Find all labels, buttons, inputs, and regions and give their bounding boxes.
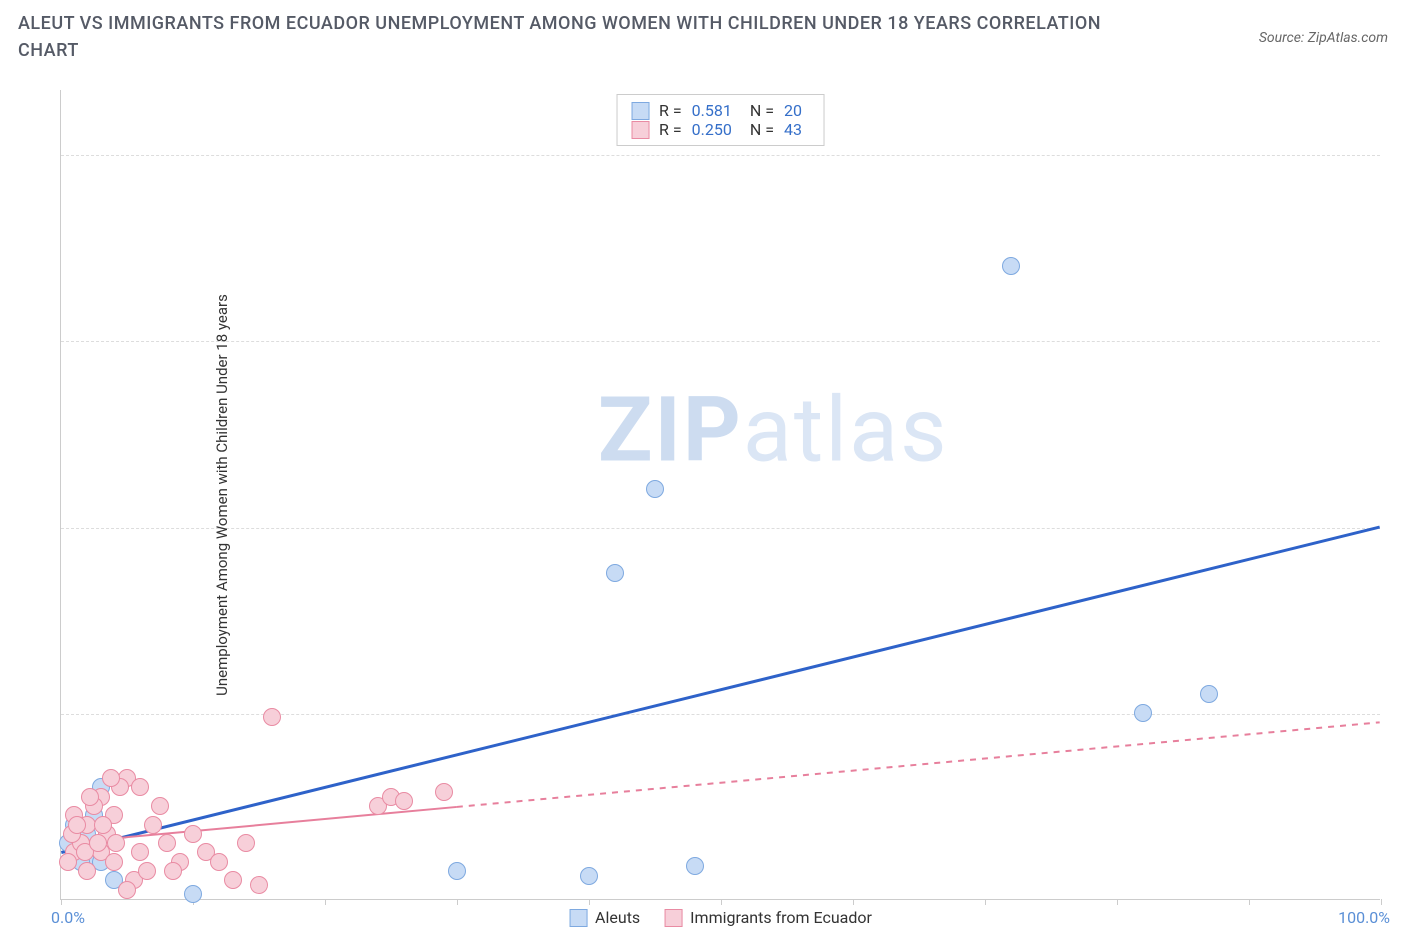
legend-stats-box: R = 0.581 N = 20 R = 0.250 N = 43 xyxy=(616,94,825,146)
watermark: ZIPatlas xyxy=(598,377,949,482)
title-row: ALEUT VS IMMIGRANTS FROM ECUADOR UNEMPLO… xyxy=(0,0,1406,64)
data-point xyxy=(1200,685,1218,703)
y-axis-label: Unemployment Among Women with Children U… xyxy=(213,294,231,696)
data-point xyxy=(224,871,242,889)
x-tick xyxy=(1381,899,1382,905)
legend-swatch xyxy=(664,909,682,927)
legend-stats-row: R = 0.581 N = 20 xyxy=(631,101,810,120)
data-point xyxy=(105,853,123,871)
x-tick xyxy=(325,899,326,905)
x-tick xyxy=(1117,899,1118,905)
data-point xyxy=(89,834,107,852)
x-axis-min-label: 0.0% xyxy=(51,908,85,927)
x-tick xyxy=(457,899,458,905)
x-tick xyxy=(985,899,986,905)
scatter-plot: ZIPatlas 20.0% 40.0% 60.0% 80.0% R = 0.581 … xyxy=(60,90,1380,900)
trend-lines xyxy=(61,90,1380,899)
data-point xyxy=(81,788,99,806)
r-value: 0.581 xyxy=(692,101,732,120)
x-tick xyxy=(61,899,62,905)
data-point xyxy=(158,834,176,852)
data-point xyxy=(118,881,136,899)
legend-bottom-item: Immigrants from Ecuador xyxy=(664,908,872,927)
r-label: R = xyxy=(659,101,682,120)
data-point xyxy=(59,853,77,871)
data-point xyxy=(237,834,255,852)
legend-bottom-item: Aleuts xyxy=(569,908,640,927)
x-tick xyxy=(589,899,590,905)
n-value: 20 xyxy=(784,101,802,120)
x-tick xyxy=(853,899,854,905)
trend-line-dashed xyxy=(457,722,1380,807)
trend-line-solid xyxy=(61,527,1379,852)
watermark-bold: ZIP xyxy=(598,377,743,482)
y-tick-label: 60.0% xyxy=(1390,333,1406,352)
data-point xyxy=(78,862,96,880)
watermark-light: atlas xyxy=(743,377,949,482)
data-point xyxy=(102,769,120,787)
data-point xyxy=(210,853,228,871)
legend-swatch xyxy=(631,102,649,120)
source-label: Source: ZipAtlas.com xyxy=(1259,30,1388,46)
legend-swatch xyxy=(631,121,649,139)
data-point xyxy=(1134,704,1152,722)
data-point xyxy=(164,862,182,880)
data-point xyxy=(448,862,466,880)
chart-title: ALEUT VS IMMIGRANTS FROM ECUADOR UNEMPLO… xyxy=(18,10,1118,64)
data-point xyxy=(606,564,624,582)
n-label: N = xyxy=(750,101,774,120)
r-label: R = xyxy=(659,120,682,139)
gridline: 40.0% xyxy=(61,528,1380,529)
data-point xyxy=(184,885,202,903)
data-point xyxy=(94,816,112,834)
legend-stats-row: R = 0.250 N = 43 xyxy=(631,120,810,139)
data-point xyxy=(250,876,268,894)
legend-label: Immigrants from Ecuador xyxy=(690,908,872,927)
legend-label: Aleuts xyxy=(595,908,640,927)
data-point xyxy=(646,480,664,498)
data-point xyxy=(131,843,149,861)
data-point xyxy=(263,708,281,726)
gridline: 20.0% xyxy=(61,714,1380,715)
y-tick-label: 80.0% xyxy=(1390,147,1406,166)
data-point xyxy=(395,792,413,810)
data-point xyxy=(686,857,704,875)
data-point xyxy=(184,825,202,843)
data-point xyxy=(151,797,169,815)
data-point xyxy=(435,783,453,801)
data-point xyxy=(144,816,162,834)
y-tick-label: 20.0% xyxy=(1390,705,1406,724)
data-point xyxy=(107,834,125,852)
legend-swatch xyxy=(569,909,587,927)
legend-bottom: Aleuts Immigrants from Ecuador xyxy=(569,908,872,927)
r-value: 0.250 xyxy=(692,120,732,139)
y-tick-label: 40.0% xyxy=(1390,519,1406,538)
data-point xyxy=(131,778,149,796)
gridline: 60.0% xyxy=(61,341,1380,342)
x-tick xyxy=(1249,899,1250,905)
data-point xyxy=(68,816,86,834)
n-value: 43 xyxy=(784,120,802,139)
n-label: N = xyxy=(750,120,774,139)
gridline: 80.0% xyxy=(61,155,1380,156)
data-point xyxy=(1002,257,1020,275)
data-point xyxy=(580,867,598,885)
x-axis-max-label: 100.0% xyxy=(1338,908,1390,927)
x-tick xyxy=(721,899,722,905)
data-point xyxy=(138,862,156,880)
